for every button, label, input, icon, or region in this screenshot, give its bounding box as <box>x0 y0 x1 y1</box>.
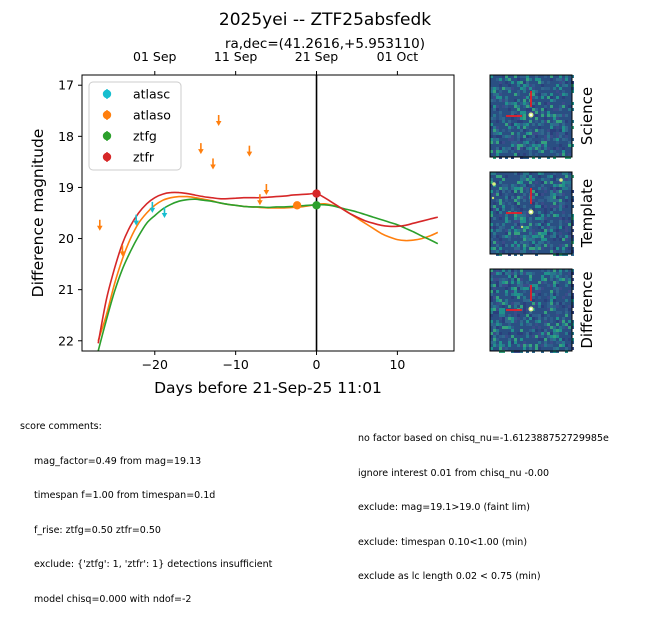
legend-marker <box>102 110 112 120</box>
stamp-difference: Difference <box>489 268 596 353</box>
upper-limit-atlaso <box>210 158 216 170</box>
upper-limit-atlaso <box>96 219 103 231</box>
fit-curves <box>97 191 439 351</box>
legend-item-atlaso: atlaso <box>102 108 171 123</box>
upper-limit-atlaso <box>119 245 126 257</box>
comments-header: score comments: <box>20 421 102 432</box>
fit-curve-ztfg <box>97 198 439 351</box>
point-ztfr <box>312 189 321 198</box>
legend-label: ztfg <box>133 129 157 144</box>
legend-label: ztfr <box>133 150 155 165</box>
y-tick-label: 17 <box>58 78 74 93</box>
y-tick-label: 18 <box>58 129 74 144</box>
comment-line: exclude: timespan 0.10<1.00 (min) <box>358 536 528 548</box>
legend: atlasc atlaso ztfg ztfr <box>88 81 182 171</box>
stamp-label: Science <box>578 87 596 145</box>
x-axis-label: Days before 21-Sep-25 11:01 <box>154 379 382 397</box>
top-tick-label: 01 Oct <box>377 49 419 64</box>
score-comments-left: score comments: mag_factor=0.49 from mag… <box>20 398 272 617</box>
plot-frame <box>81 74 455 352</box>
x-tick-label: −20 <box>142 357 168 372</box>
comment-line: model chisq=0.000 with ndof=-2 <box>34 593 192 605</box>
upper-limit-atlaso <box>257 194 263 206</box>
upper-limit-atlasc <box>133 214 139 226</box>
x-tick-label: 10 <box>389 357 405 372</box>
y-axis-label: Difference magnitude <box>29 129 47 298</box>
thumbnail-panel: Science Template Difference <box>489 74 596 353</box>
y-axis: 17 18 19 20 21 22 <box>58 78 82 348</box>
point-atlaso <box>292 201 302 210</box>
comment-line: f_rise: ztfg=0.50 ztfr=0.50 <box>34 524 161 536</box>
legend-label: atlasc <box>133 87 170 102</box>
legend-marker <box>102 131 112 141</box>
point-ztfg <box>312 201 321 210</box>
y-tick-label: 20 <box>58 231 74 246</box>
y-tick-label: 22 <box>58 333 74 348</box>
y-tick-label: 21 <box>58 282 74 297</box>
stamp-label: Template <box>578 179 596 248</box>
score-comments-right: no factor based on chisq_nu=-1.612388752… <box>358 410 650 594</box>
comment-line: timespan f=1.00 from timespan=0.1d <box>34 490 216 501</box>
legend-label: atlaso <box>133 108 171 123</box>
legend-marker <box>102 152 112 162</box>
legend-item-ztfg: ztfg <box>102 129 157 144</box>
comment-line: ignore interest 0.01 from chisq_nu -0.00 <box>358 467 550 479</box>
y-tick-label: 19 <box>58 180 74 195</box>
top-tick-label: 21 Sep <box>295 49 339 64</box>
legend-item-atlasc: atlasc <box>102 87 170 102</box>
x-tick-label: −10 <box>222 357 248 372</box>
stamp-template: Template <box>489 171 596 256</box>
comment-line: exclude: {'ztfg': 1, 'ztfr': 1} detectio… <box>34 559 273 570</box>
comment-line: exclude as lc length 0.02 < 0.75 (min) <box>358 571 541 582</box>
top-axis: 01 Sep 11 Sep 21 Sep 01 Oct <box>133 49 418 75</box>
chart-title: 2025yei -- ZTF25absfedk <box>219 10 431 30</box>
figure: 2025yei -- ZTF25absfedk ra,dec=(41.2616,… <box>29 10 596 397</box>
upper-limit-atlasc <box>161 207 168 218</box>
x-axis: −20 −10 0 10 <box>142 351 405 372</box>
legend-marker <box>102 89 112 99</box>
chart-subtitle: ra,dec=(41.2616,+5.953110) <box>225 36 425 52</box>
upper-limit-atlasc <box>149 201 156 213</box>
top-tick-label: 11 Sep <box>214 49 258 64</box>
data-marks <box>96 115 321 257</box>
upper-limit-atlaso <box>215 115 222 126</box>
upper-limit-atlaso <box>263 184 270 195</box>
comment-line: exclude: mag=19.1>19.0 (faint lim) <box>358 502 530 513</box>
upper-limit-atlaso <box>246 145 253 157</box>
comment-line: no factor based on chisq_nu=-1.612388752… <box>358 433 609 444</box>
upper-limit-atlaso <box>198 143 204 155</box>
fit-curve-ztfr <box>97 191 438 344</box>
comment-line: mag_factor=0.49 from mag=19.13 <box>34 455 202 467</box>
top-tick-label: 01 Sep <box>133 49 177 64</box>
stamp-label: Difference <box>578 271 596 348</box>
stamp-science: Science <box>489 74 596 159</box>
legend-item-ztfr: ztfr <box>102 150 155 165</box>
x-tick-label: 0 <box>313 357 321 372</box>
